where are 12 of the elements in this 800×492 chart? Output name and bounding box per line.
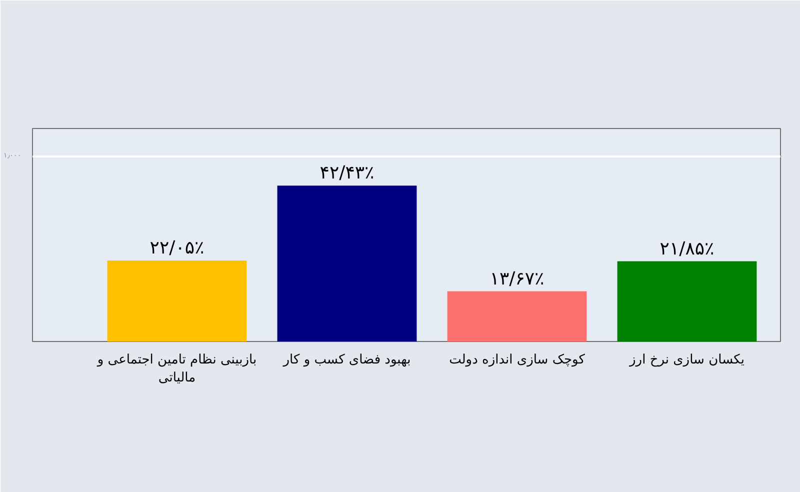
- x-tick-label: یکسان سازی نرخ ارز: [628, 352, 745, 368]
- x-tick-label: کوچک سازی اندازه دولت: [449, 352, 586, 368]
- data-label: ۱۳/۶۷٪: [490, 268, 544, 290]
- bar: [617, 261, 757, 342]
- bar: [277, 186, 417, 342]
- x-tick-label: بهبود فضای کسب و کار: [282, 352, 411, 368]
- x-tick-label: بازبینی نظام تامین اجتماعی و مالیاتی: [96, 352, 257, 386]
- data-label: ۲۱/۸۵٪: [660, 238, 714, 260]
- data-label: ۴۲/۴۳٪: [320, 162, 374, 184]
- bar: [447, 291, 587, 342]
- data-label: ۲۲/۰۵٪: [150, 238, 204, 259]
- bar: [107, 260, 247, 342]
